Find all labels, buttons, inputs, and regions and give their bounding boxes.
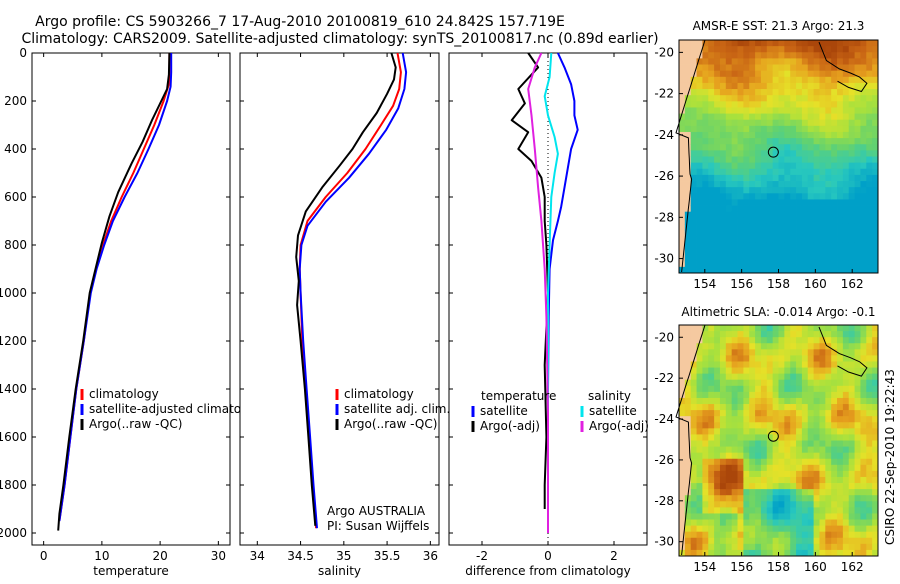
temperature-xlabel: temperature (93, 564, 168, 578)
argo-location-marker (767, 430, 779, 442)
x-tick-label: 162 (841, 560, 864, 574)
y-tick-label: -30 (654, 535, 674, 549)
y-tick-label: -28 (654, 494, 674, 508)
x-tick-label: 30 (211, 549, 226, 563)
salinity-xlabel: salinity (318, 564, 361, 578)
difference-series-temperature-argo-adj- (510, 52, 549, 509)
temperature-frame (31, 52, 231, 546)
salinity-panel: 34 34.5 35 35.5 36 salinity climatologysatelli… (239, 52, 450, 578)
x-tick-label: -2 (476, 549, 488, 563)
reef-contour (818, 41, 868, 93)
y-tick-label: -26 (654, 169, 674, 183)
reef-contour (818, 326, 868, 377)
x-tick-label: 160 (804, 277, 827, 291)
y-tick-label: -20 (654, 330, 674, 344)
header-line-1: Argo profile: CS 5903266_7 17-Aug-2010 2… (35, 14, 565, 30)
x-tick-label: 2 (610, 549, 618, 563)
y-tick-label: -26 (654, 453, 674, 467)
x-tick-label: 158 (767, 560, 790, 574)
legend-label: climatology (89, 387, 159, 401)
argo-location-marker (767, 146, 779, 158)
y-tick-label: 1400 (0, 382, 27, 396)
y-tick-label: 400 (4, 142, 27, 156)
y-tick-label: 800 (4, 238, 27, 252)
y-tick-label: 1200 (0, 334, 27, 348)
x-tick-label: 34.5 (287, 549, 314, 563)
x-tick-label: 154 (693, 277, 716, 291)
legend-label: Argo(..raw -QC) (344, 417, 437, 431)
y-tick-label: 600 (4, 190, 27, 204)
y-tick-label: 1000 (0, 286, 27, 300)
y-tick-label: -20 (654, 45, 674, 59)
y-tick-label: -30 (654, 252, 674, 266)
salinity-frame (239, 52, 440, 546)
difference-series-temperature-satellite (547, 52, 579, 533)
coastline (675, 39, 706, 273)
x-tick-label: 158 (767, 277, 790, 291)
legend-column-title: temperature (481, 389, 556, 403)
salinity-series-argo-raw-qc- (295, 52, 397, 526)
difference-xlabel: difference from climatology (465, 564, 631, 578)
sst_map-panel: AMSR-E SST: 21.3 Argo: 21.3 154 156 158 160 1… (654, 19, 879, 291)
y-tick-label: -28 (654, 210, 674, 224)
y-tick-label: 1800 (0, 478, 27, 492)
legend-label: satellite (480, 404, 528, 418)
legend-label: climatology (344, 387, 414, 401)
legend-label: satellite-adjusted climatology (89, 402, 267, 416)
y-tick-label: -24 (654, 128, 674, 142)
annotation-text: Argo AUSTRALIA (327, 504, 426, 518)
x-tick-label: 160 (804, 560, 827, 574)
x-tick-label: 35 (336, 549, 351, 563)
legend-label: satellite adj. clim. (344, 402, 450, 416)
sla_map-panel: Altimetric SLA: -0.014 Argo: -0.1 154 156 1… (654, 305, 879, 574)
x-tick-label: 0 (40, 549, 48, 563)
y-tick-label: 2000 (0, 526, 27, 540)
x-tick-label: 156 (730, 277, 753, 291)
x-tick-label: 156 (730, 560, 753, 574)
y-tick-label: -22 (654, 87, 674, 101)
temperature-panel: 0 200 400 600 800 1000 1200 1400 1600 1800 2000 0 10… (0, 46, 267, 578)
sla_map-cells (679, 325, 879, 557)
salinity-series-satellite-adj-clim- (298, 52, 408, 529)
header-line-2: Climatology: CARS2009. Satellite-adjuste… (21, 31, 658, 47)
x-tick-label: 36 (423, 549, 438, 563)
y-tick-label: 200 (4, 94, 27, 108)
coastline (675, 324, 706, 556)
x-tick-label: 34 (250, 549, 265, 563)
sst_map-title: AMSR-E SST: 21.3 Argo: 21.3 (693, 19, 865, 33)
x-tick-label: 35.5 (374, 549, 401, 563)
legend-label: Argo(-adj) (589, 419, 649, 433)
x-tick-label: 20 (152, 549, 167, 563)
legend-label: Argo(..raw -QC) (89, 417, 182, 431)
x-tick-label: 162 (841, 277, 864, 291)
y-tick-label: -24 (654, 412, 674, 426)
legend-label: Argo(-adj) (480, 419, 540, 433)
sla_map-title: Altimetric SLA: -0.014 Argo: -0.1 (681, 305, 875, 319)
y-tick-label: 1600 (0, 430, 27, 444)
legend-column-title: salinity (588, 389, 631, 403)
x-tick-label: 10 (94, 549, 109, 563)
difference-series-salinity-satellite (543, 52, 559, 533)
sst_map-cells (679, 40, 879, 274)
x-tick-label: 0 (544, 549, 552, 563)
side-timestamp: CSIRO 22-Sep-2010 19:22:43 (883, 369, 897, 545)
x-tick-label: 154 (693, 560, 716, 574)
annotation-text: PI: Susan Wijffels (327, 519, 429, 533)
temperature-series-argo-raw-qc- (57, 52, 171, 531)
legend-label: satellite (589, 404, 637, 418)
y-tick-label: -22 (654, 371, 674, 385)
y-tick-label: 0 (19, 46, 27, 60)
difference-series-salinity-argo-adj- (527, 52, 549, 533)
